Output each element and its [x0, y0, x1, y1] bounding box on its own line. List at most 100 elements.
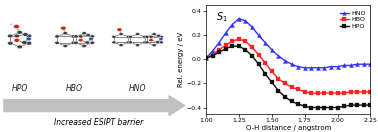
HPO: [362, 104, 366, 106]
Circle shape: [90, 35, 94, 38]
HBO: [250, 47, 254, 48]
Text: HNO: HNO: [129, 84, 146, 93]
HNO: [230, 24, 235, 25]
HPO: [309, 107, 313, 108]
HBO: [368, 91, 373, 93]
HPO: [335, 107, 340, 108]
HBO: [283, 83, 287, 84]
HPO: [237, 45, 241, 47]
HBO: [355, 91, 359, 93]
HNO: [263, 42, 268, 43]
HPO: [250, 55, 254, 57]
Text: HPO: HPO: [11, 84, 28, 93]
HBO: [296, 89, 301, 90]
Circle shape: [126, 41, 130, 44]
Circle shape: [149, 39, 153, 42]
Circle shape: [63, 32, 68, 35]
Circle shape: [143, 41, 147, 44]
HPO: [230, 45, 235, 47]
HNO: [270, 49, 274, 51]
HBO: [302, 91, 307, 93]
HNO: [210, 50, 215, 52]
Circle shape: [22, 41, 27, 44]
HBO: [335, 92, 340, 94]
Circle shape: [82, 32, 87, 35]
Circle shape: [26, 34, 32, 38]
Circle shape: [119, 33, 123, 36]
HNO: [335, 66, 340, 67]
Circle shape: [14, 39, 20, 42]
HPO: [316, 107, 320, 108]
Circle shape: [71, 41, 76, 44]
Circle shape: [156, 34, 161, 37]
Circle shape: [135, 44, 140, 47]
HNO: [217, 42, 222, 43]
HPO: [322, 107, 327, 108]
Circle shape: [78, 35, 83, 38]
Circle shape: [74, 35, 78, 38]
HPO: [283, 96, 287, 97]
HBO: [329, 92, 333, 94]
HNO: [289, 63, 294, 65]
Circle shape: [14, 25, 19, 29]
HBO: [223, 44, 228, 46]
Circle shape: [90, 41, 94, 44]
Circle shape: [128, 35, 133, 38]
Circle shape: [78, 39, 83, 42]
HPO: [302, 105, 307, 107]
HNO: [355, 63, 359, 65]
HBO: [289, 86, 294, 88]
HNO: [204, 57, 208, 59]
Circle shape: [149, 35, 153, 38]
HNO: [256, 35, 261, 36]
HNO: [329, 66, 333, 67]
HPO: [355, 104, 359, 106]
X-axis label: O-H distance / angstrom: O-H distance / angstrom: [246, 125, 331, 131]
Circle shape: [86, 34, 91, 37]
Circle shape: [119, 44, 123, 47]
HBO: [322, 92, 327, 94]
Circle shape: [85, 41, 90, 44]
Line: HBO: HBO: [204, 37, 373, 95]
Circle shape: [82, 44, 87, 48]
Circle shape: [55, 35, 59, 38]
HBO: [309, 92, 313, 94]
HBO: [263, 62, 268, 64]
HNO: [302, 67, 307, 69]
HPO: [256, 63, 261, 65]
HPO: [210, 55, 215, 57]
Circle shape: [143, 35, 147, 38]
HBO: [349, 91, 353, 93]
HPO: [368, 104, 373, 106]
HNO: [342, 65, 346, 66]
HNO: [296, 66, 301, 67]
HNO: [250, 26, 254, 28]
Circle shape: [17, 30, 22, 34]
Circle shape: [135, 33, 140, 36]
HPO: [349, 104, 353, 106]
HBO: [316, 92, 320, 94]
HBO: [210, 54, 215, 55]
HPO: [217, 51, 222, 53]
HBO: [256, 54, 261, 55]
Line: HPO: HPO: [204, 44, 373, 110]
HPO: [296, 103, 301, 105]
HNO: [283, 60, 287, 61]
Circle shape: [26, 37, 31, 41]
Circle shape: [159, 41, 163, 44]
HNO: [223, 32, 228, 34]
Circle shape: [126, 35, 130, 38]
Circle shape: [8, 34, 13, 38]
HNO: [316, 67, 320, 69]
HNO: [243, 20, 248, 22]
Circle shape: [145, 41, 149, 44]
Circle shape: [14, 34, 20, 38]
HBO: [342, 92, 346, 94]
HPO: [204, 57, 208, 59]
HBO: [230, 41, 235, 42]
Circle shape: [117, 28, 122, 31]
HPO: [289, 101, 294, 102]
Circle shape: [23, 33, 28, 36]
Circle shape: [112, 41, 116, 44]
Legend: HNO, HBO, HPO: HNO, HBO, HPO: [338, 8, 367, 31]
